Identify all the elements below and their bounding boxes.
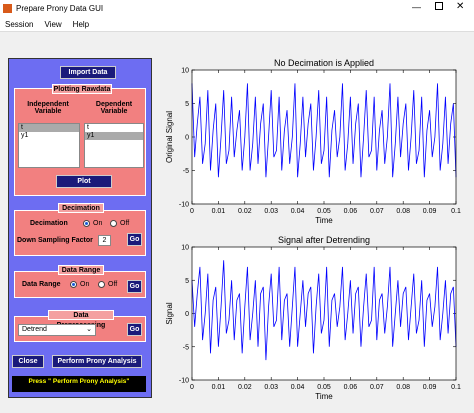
signal-line (191, 83, 457, 178)
list-item[interactable]: t (87, 124, 89, 131)
close-window-button[interactable]: ✕ (456, 1, 465, 12)
radio-off[interactable] (98, 281, 105, 288)
radio-on[interactable] (70, 281, 77, 288)
y-tick-label: -10 (179, 378, 189, 385)
plot-area (192, 70, 456, 204)
x-tick-label: 0.02 (238, 384, 252, 391)
dropdown-arrow: ⌄ (86, 326, 92, 333)
data-range-label: Data Range (22, 281, 61, 288)
x-tick-label: 0 (190, 208, 194, 215)
x-tick-label: 0.05 (317, 208, 331, 215)
y-axis-label: Original Signal (165, 111, 174, 163)
maximize-button[interactable] (435, 2, 443, 10)
radio-on[interactable] (83, 220, 90, 227)
y-tick-label: 10 (181, 68, 189, 75)
list-item[interactable]: y1 (21, 132, 29, 139)
status-bar: Press " Perform Prony Analysis" (12, 376, 146, 392)
window-title: Prepare Prony Data GUI (16, 4, 104, 13)
y-tick-label: 10 (181, 245, 189, 252)
y-tick-label: 5 (185, 101, 189, 108)
axes-box (191, 69, 457, 205)
y-tick-label: -10 (179, 202, 189, 209)
decimation-panel (14, 210, 146, 256)
x-tick-label: 0.01 (212, 208, 226, 215)
x-tick-label: 0.07 (370, 208, 384, 215)
x-tick-label: 0.1 (451, 208, 461, 215)
close-button[interactable]: Close (12, 355, 44, 368)
y-axis-label: Signal (165, 302, 174, 324)
x-tick-label: 0.02 (238, 208, 252, 215)
go-button[interactable]: Go (127, 233, 142, 246)
menu-item[interactable]: Session (5, 20, 34, 29)
radio-label: On (93, 220, 103, 227)
y-tick-label: 0 (185, 311, 189, 318)
y-tick-label: -5 (183, 168, 189, 175)
minimize-button[interactable]: — (412, 2, 421, 12)
prony-button[interactable]: Perform Prony Analysis (52, 355, 142, 368)
list-item[interactable]: t (19, 124, 79, 132)
x-tick-label: 0.08 (396, 208, 410, 215)
go-button[interactable]: Go (127, 323, 142, 336)
independent-label: Independent Variable (27, 101, 69, 115)
menu-item[interactable]: Help (72, 20, 90, 29)
factor-label: Down Sampling Factor (17, 237, 93, 244)
x-tick-label: 0.06 (344, 208, 358, 215)
x-tick-label: 0.03 (264, 208, 278, 215)
x-tick-label: 0.04 (291, 384, 305, 391)
dropdown-value: Detrend (22, 326, 47, 333)
method-dropdown[interactable]: Detrend ⌄ (18, 324, 96, 336)
status-text: Press " Perform Prony Analysis" (28, 378, 130, 385)
x-tick-label: 0.09 (423, 384, 437, 391)
chart-title: No Decimation is Applied (274, 58, 374, 68)
independent-listbox[interactable]: t y1 (18, 123, 80, 168)
x-axis-label: Time (315, 392, 333, 401)
panel-title: Plotting Rawdata (52, 84, 112, 94)
y-tick-label: 0 (185, 135, 189, 142)
radio-label: On (80, 281, 90, 288)
panel-title: Data Range (58, 265, 104, 275)
y-tick-label: -5 (183, 344, 189, 351)
dependent-listbox[interactable]: t y1 (84, 123, 144, 168)
chart-title: Signal after Detrending (278, 235, 370, 245)
y-tick-label: 5 (185, 278, 189, 285)
x-axis-label: Time (315, 216, 333, 225)
x-tick-label: 0.09 (423, 208, 437, 215)
decimation-label: Decimation (30, 220, 68, 227)
app-icon (3, 4, 12, 13)
x-tick-label: 0.07 (370, 384, 384, 391)
import-data-button[interactable]: Import Data (60, 66, 116, 79)
go-button[interactable]: Go (127, 280, 142, 293)
axes-box (191, 246, 457, 381)
x-tick-label: 0.06 (344, 384, 358, 391)
x-tick-label: 0.03 (264, 384, 278, 391)
x-tick-label: 0.1 (451, 384, 461, 391)
list-item[interactable]: y1 (85, 132, 143, 140)
plot-button[interactable]: Plot (56, 175, 112, 188)
menu-item[interactable]: View (44, 20, 62, 29)
radio-off[interactable] (110, 220, 117, 227)
x-tick-label: 0.08 (396, 384, 410, 391)
radio-label: Off (108, 281, 118, 288)
x-tick-label: 0.05 (317, 384, 331, 391)
factor-input[interactable]: 2 (98, 235, 111, 246)
signal-line (191, 260, 457, 361)
title-bar: Prepare Prony Data GUI (0, 0, 474, 18)
x-tick-label: 0 (190, 384, 194, 391)
dependent-label: Dependent Variable (95, 101, 133, 115)
x-tick-label: 0.01 (212, 384, 226, 391)
x-tick-label: 0.04 (291, 208, 305, 215)
menu-bar: Session View Help (0, 18, 474, 32)
radio-label: Off (120, 220, 130, 227)
panel-title: Decimation (58, 203, 104, 213)
